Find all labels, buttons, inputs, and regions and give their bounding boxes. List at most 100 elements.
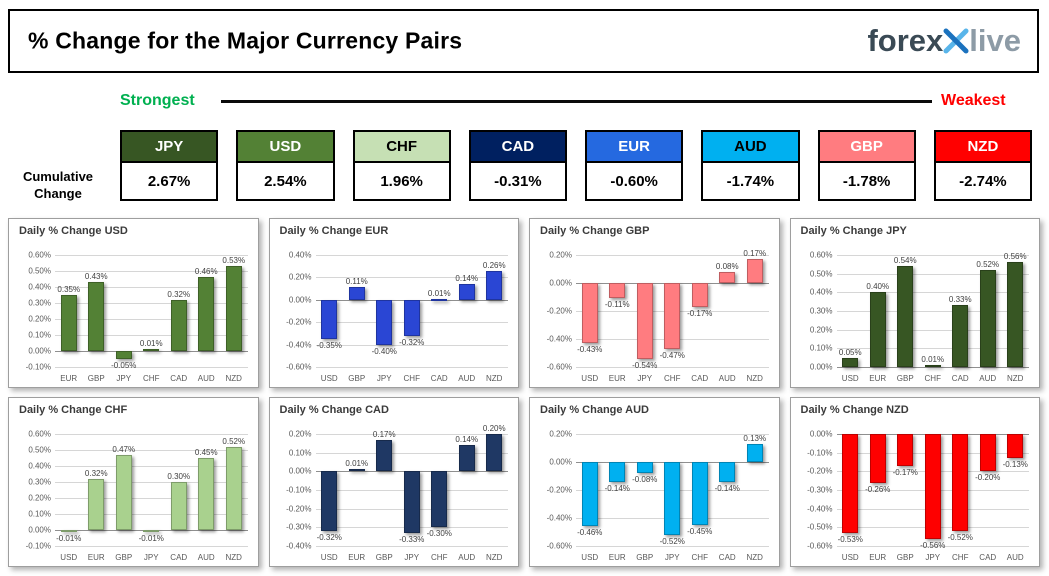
y-axis-tick-label: 0.60%: [28, 250, 51, 260]
bar-value-label: 0.54%: [893, 256, 917, 266]
bar-value-label: -0.54%: [632, 360, 658, 370]
chart-panel-usd: Daily % Change USD 0.60% 0.50% 0.40% 0.30% 0.…: [8, 218, 259, 388]
bar-value-label: 0.40%: [866, 282, 890, 292]
x-axis-label-aud: AUD: [197, 553, 215, 562]
bar-nzd-gbp: [897, 434, 914, 466]
y-axis-tick-label: -0.60%: [807, 541, 833, 551]
bar-value-label: 0.47%: [112, 444, 136, 454]
bar-value-label: 0.53%: [222, 256, 246, 266]
bar-usd-jpy: [115, 351, 132, 359]
gridline: [55, 319, 248, 320]
y-axis-tick-label: 0.00%: [28, 346, 51, 356]
gridline: [836, 546, 1029, 547]
y-axis-tick-label: 0.50%: [28, 445, 51, 455]
bar-value-label: 0.33%: [948, 295, 972, 305]
x-axis-label-jpy: JPY: [116, 374, 132, 383]
bar-value-label: 0.32%: [167, 289, 191, 299]
y-axis-tick-label: -0.40%: [286, 340, 312, 350]
gridline: [55, 351, 248, 352]
chart-plot-usd: 0.60% 0.50% 0.40% 0.30% 0.20% 0.10% 0.00% -0.10…: [26, 251, 248, 372]
bar-nzd-usd: [842, 434, 859, 533]
chart-title-chf: Daily % Change CHF: [19, 404, 128, 416]
currency-box-usd: USD 2.54%: [236, 130, 335, 201]
bar-gbp-eur: [609, 283, 626, 299]
x-axis-label-usd: USD: [581, 553, 599, 562]
gridline: [315, 452, 508, 454]
bar-value-label: 0.43%: [84, 272, 108, 282]
gridline: [315, 277, 508, 279]
chart-plot-gbp: 0.20% 0.00% -0.20% -0.40% -0.60% -0.43% -0.11%…: [547, 249, 769, 372]
x-axis-label-nzd: NZD: [486, 374, 503, 383]
bar-value-label: 0.30%: [167, 472, 191, 481]
currency-cumulative-value-usd: 2.54%: [236, 161, 335, 201]
x-axis-label-gbp: GBP: [348, 374, 366, 383]
y-axis-tick-label: 0.00%: [809, 429, 833, 439]
gridline: [315, 546, 508, 547]
x-axis-label-nzd: NZD: [486, 553, 503, 562]
bar-jpy-chf: [924, 365, 941, 368]
bar-eur-cad: [431, 298, 448, 301]
bar-value-label: 0.20%: [482, 424, 506, 433]
chart-plot-cad: 0.20% 0.10% 0.00% -0.10% -0.20% -0.30% -0.40% -…: [286, 424, 508, 551]
y-axis-tick-label: -0.40%: [286, 541, 312, 551]
bar-aud-chf: [691, 462, 708, 525]
bar-gbp-chf: [664, 283, 681, 349]
chart-panel-aud: Daily % Change AUD 0.20% 0.00% -0.20% -0.40%…: [529, 397, 780, 567]
chart-plot-eur: 0.40% 0.20% 0.00% -0.20% -0.40% -0.60% -0.35% 0…: [286, 251, 508, 372]
x-axis-labels: USD EUR JPY CHF CAD AUD NZD: [576, 374, 769, 383]
bar-usd-chf: [143, 349, 160, 352]
bar-chf-aud: [198, 458, 215, 530]
y-axis-tick-label: 0.00%: [288, 295, 312, 305]
bar-cad-nzd: [486, 434, 503, 472]
bar-value-label: 0.08%: [715, 261, 739, 271]
bar-value-label: -0.20%: [975, 473, 1001, 483]
gridline: [55, 335, 248, 336]
bar-value-label: 0.52%: [222, 436, 246, 446]
bar-cad-usd: [321, 471, 338, 532]
y-axis-tick-label: -0.30%: [807, 485, 833, 495]
y-axis-tick-label: -0.10%: [807, 448, 833, 458]
bar-gbp-nzd: [746, 259, 763, 283]
bar-nzd-eur: [869, 434, 886, 483]
currency-header-aud: AUD: [701, 130, 800, 163]
y-axis-tick-label: 0.30%: [28, 477, 51, 487]
bar-value-label: -0.01%: [138, 533, 164, 543]
gridline: [55, 482, 248, 483]
currency-cumulative-value-chf: 1.96%: [352, 161, 451, 201]
bar-nzd-jpy: [924, 434, 941, 539]
x-axis-label-eur: EUR: [608, 374, 626, 383]
currency-header-chf: CHF: [352, 130, 451, 163]
bar-value-label: -0.35%: [316, 341, 342, 350]
bar-value-label: 0.45%: [194, 448, 218, 457]
strength-scale-line: [221, 100, 932, 103]
bar-value-label: -0.26%: [865, 484, 891, 494]
x-axis-label-cad: CAD: [718, 553, 736, 562]
bar-eur-gbp: [348, 287, 365, 300]
x-axis-label-nzd: NZD: [225, 553, 242, 562]
y-axis-tick-label: 0.00%: [288, 466, 312, 476]
x-axis-label-nzd: NZD: [1007, 374, 1024, 383]
chart-panel-nzd: Daily % Change NZD 0.00% -0.10% -0.20% -0.30…: [789, 397, 1040, 567]
currency-cumulative-value-eur: -0.60%: [585, 161, 684, 201]
y-axis-tick-label: -0.60%: [286, 362, 312, 372]
bar-aud-gbp: [636, 462, 653, 474]
currency-box-nzd: NZD -2.74%: [933, 130, 1032, 201]
y-axis-tick-label: -0.20%: [546, 306, 572, 316]
gridline: [315, 367, 508, 368]
gridline: [836, 292, 1029, 294]
x-axis-label-eur: EUR: [348, 553, 366, 562]
y-axis-tick-label: 0.00%: [549, 278, 572, 288]
bar-value-label: -0.17%: [892, 467, 918, 477]
bar-gbp-aud: [719, 271, 736, 283]
y-axis-tick-label: 0.40%: [288, 250, 312, 260]
bar-jpy-eur: [869, 292, 886, 367]
bar-value-label: -0.45%: [687, 527, 713, 536]
chart-panel-cad: Daily % Change CAD 0.20% 0.10% 0.00% -0.10% -…: [268, 397, 519, 567]
cumulative-change-label-line2: Change: [34, 185, 82, 201]
bar-value-label: -0.56%: [920, 540, 946, 550]
bar-eur-aud: [458, 284, 475, 300]
x-axis-label-gbp: GBP: [896, 553, 914, 562]
gridline: [55, 466, 248, 467]
y-axis-tick-label: 0.20%: [549, 429, 572, 439]
x-axis-label-jpy: JPY: [376, 374, 392, 383]
